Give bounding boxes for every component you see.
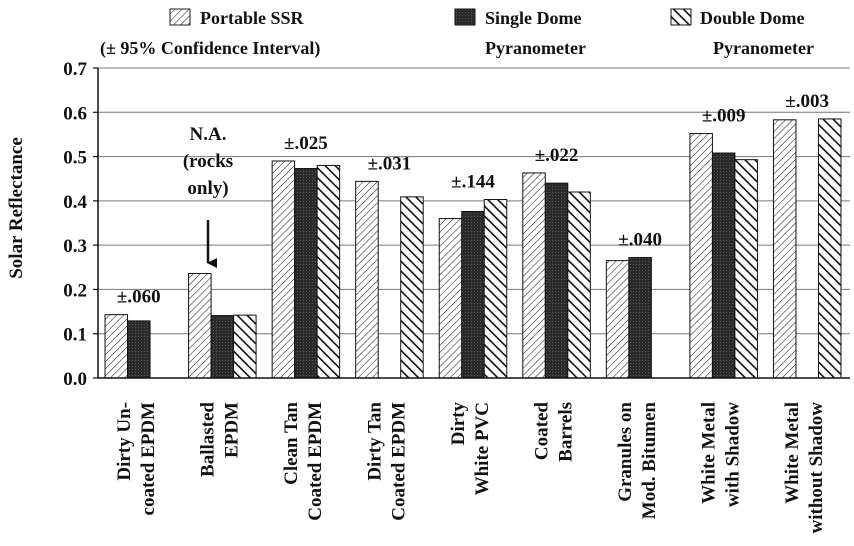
bar-double <box>233 314 257 379</box>
x-category-label: Coated <box>532 402 553 460</box>
y-axis-ticks: 0.0 0.1 0.2 0.3 0.4 0.5 0.6 0.7 <box>63 59 98 390</box>
bar-single <box>628 257 652 379</box>
bar-double <box>400 196 424 379</box>
x-category-label: Mod. Bitumen <box>639 402 660 520</box>
bar-single <box>127 320 151 379</box>
na-annotation-line1: N.A. <box>190 124 227 145</box>
x-category-label: without Shadow <box>806 402 827 534</box>
x-category-label: with Shadow <box>723 402 744 507</box>
x-category-label: White Metal <box>699 402 720 504</box>
bar-portable <box>438 218 463 379</box>
bar-portable <box>271 160 296 379</box>
y-tick-label: 0.4 <box>63 192 87 213</box>
x-category-label: Dirty Un- <box>114 402 135 481</box>
bar-double <box>734 159 758 379</box>
na-annotation-line3: only) <box>187 178 228 199</box>
y-tick-label: 0.2 <box>63 280 87 301</box>
na-annotation: N.A. (rocks only) <box>183 124 233 268</box>
bar-single <box>461 210 485 379</box>
y-tick-label: 0.0 <box>63 369 87 390</box>
x-category-label: Coated EPDM <box>305 402 326 521</box>
x-category-label: Barrels <box>556 402 577 462</box>
legend: Portable SSR (± 95% Confidence Interval)… <box>100 8 814 59</box>
legend-label-single-line1: Single Dome <box>485 8 582 28</box>
bar-portable <box>605 260 630 379</box>
bar-portable <box>689 133 713 379</box>
x-category-label: White PVC <box>472 402 493 495</box>
bar-single <box>210 315 235 379</box>
confidence-label: ±.040 <box>618 230 662 251</box>
x-category-label: White Metal <box>782 402 803 504</box>
bar-single <box>711 152 736 379</box>
confidence-label: ±.022 <box>535 145 579 166</box>
y-axis-title: Solar Reflectance <box>6 137 27 279</box>
bar-portable <box>522 172 546 379</box>
legend-label-single-line2: Pyranometer <box>485 38 586 58</box>
bar-double <box>316 164 341 379</box>
bar-portable <box>188 272 212 379</box>
bar-portable <box>355 180 379 379</box>
bar-double <box>817 118 842 379</box>
legend-label-double-line1: Double Dome <box>700 8 805 28</box>
confidence-label: ±.060 <box>117 287 161 308</box>
confidence-label: ±.003 <box>785 91 829 112</box>
confidence-labels: ±.060 ±.025 ±.031 ±.144 ±.022 ±.040 ±.009 ±.003 <box>117 91 829 308</box>
bar-portable <box>104 314 129 379</box>
x-category-label: Coated EPDM <box>388 402 409 521</box>
bar-single <box>544 182 569 379</box>
x-category-label: EPDM <box>221 402 242 458</box>
confidence-label: ±.144 <box>451 172 495 193</box>
x-category-label: coated EPDM <box>138 402 159 516</box>
x-category-label: Dirty Tan <box>364 402 385 481</box>
legend-swatch-double <box>670 8 692 26</box>
y-tick-label: 0.1 <box>63 325 87 346</box>
x-category-label: Clean Tan <box>281 402 302 485</box>
bar-portable <box>772 119 797 379</box>
bar-single <box>294 168 318 379</box>
na-annotation-line2: (rocks <box>183 151 233 172</box>
bars <box>104 118 842 379</box>
y-tick-label: 0.7 <box>63 59 87 80</box>
confidence-label: ±.031 <box>368 153 412 174</box>
legend-swatch-portable <box>169 8 191 26</box>
y-tick-label: 0.6 <box>63 103 87 124</box>
y-tick-label: 0.5 <box>63 148 87 169</box>
legend-label-portable-line1: Portable SSR <box>200 8 305 28</box>
x-axis-category-labels: Dirty Un-coated EPDM Ballasted EPDM Clean T… <box>114 402 827 534</box>
x-category-label: Dirty <box>448 402 469 446</box>
bar-double <box>567 191 591 379</box>
legend-label-portable-line2: (± 95% Confidence Interval) <box>100 38 320 59</box>
x-category-label: Ballasted <box>197 402 218 477</box>
bar-double <box>483 199 508 379</box>
y-tick-label: 0.3 <box>63 236 87 257</box>
confidence-label: ±.025 <box>284 133 328 154</box>
confidence-label: ±.009 <box>702 106 746 127</box>
legend-label-double-line2: Pyranometer <box>713 38 814 58</box>
x-category-label: Granules on <box>615 402 636 502</box>
legend-swatch-single <box>454 8 476 26</box>
